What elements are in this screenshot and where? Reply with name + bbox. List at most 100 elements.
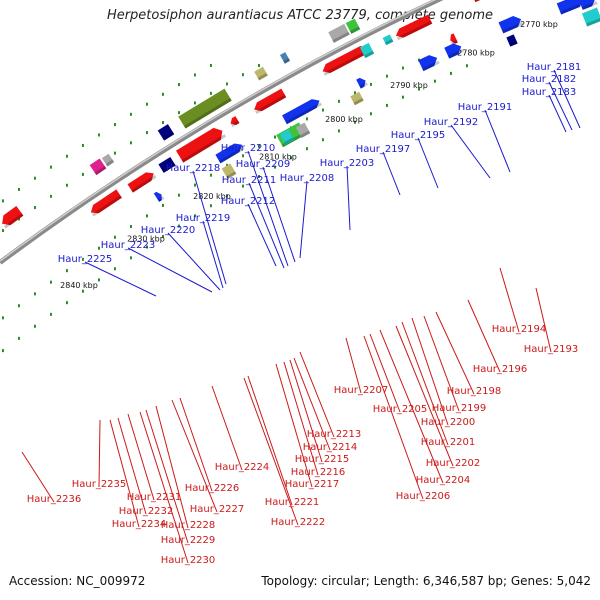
gene-feature <box>254 88 287 115</box>
gene-label[interactable]: Haur_2202 <box>426 458 481 469</box>
gene-label[interactable]: Haur_2224 <box>215 462 270 473</box>
gene-label[interactable]: Haur_2213 <box>307 429 362 440</box>
gene-label[interactable]: Haur_2191 <box>458 102 513 113</box>
gene-label[interactable]: Haur_2210 <box>221 143 276 154</box>
tick-dot <box>18 304 20 308</box>
leader-line <box>299 180 308 259</box>
gene-label[interactable]: Haur_2223 <box>101 240 156 251</box>
kbp-scale: 2770 kbp 2780 kbp 2790 kbp 2800 kbp 2810 kbp… <box>60 20 558 290</box>
gene-label[interactable]: Haur_2226 <box>185 483 240 494</box>
gene-label[interactable]: Haur_2229 <box>161 535 216 546</box>
gene-label[interactable]: Haur_2183 <box>522 87 577 98</box>
gene-label[interactable]: Haur_2181 <box>527 62 582 73</box>
gene-label[interactable]: Haur_2227 <box>190 504 245 515</box>
tick-dot <box>34 176 36 180</box>
gene-label[interactable]: Haur_2216 <box>291 467 346 478</box>
gene-label[interactable]: Haur_2182 <box>522 74 577 85</box>
backbone-line <box>0 0 444 265</box>
tick-dot <box>162 203 164 207</box>
tick-dot <box>82 144 84 148</box>
tick-dot <box>338 129 340 133</box>
gene-label[interactable]: Haur_2209 <box>236 159 291 170</box>
gene-label[interactable]: Haur_2230 <box>161 555 216 566</box>
leader-line <box>379 329 444 484</box>
gene-label[interactable]: Haur_2199 <box>432 403 487 414</box>
tick-dot <box>386 74 388 78</box>
tick-dot <box>114 123 116 127</box>
gene-label[interactable]: Haur_2206 <box>396 491 451 502</box>
kbp-label: 2790 kbp <box>390 81 428 90</box>
gene-feature <box>322 45 366 76</box>
gene-label[interactable]: Haur_2228 <box>161 520 216 531</box>
leader-line <box>248 182 285 269</box>
gene-feature <box>89 158 107 176</box>
tick-dot <box>82 257 84 261</box>
tick-dot <box>162 121 164 125</box>
gene-label[interactable]: Haur_2217 <box>285 479 340 490</box>
tick-dot <box>162 92 164 96</box>
tick-dot <box>290 156 292 160</box>
tick-dot <box>130 112 132 116</box>
tick-dot <box>34 206 36 210</box>
gene-label[interactable]: Haur_2221 <box>265 497 320 508</box>
leader-line <box>145 409 189 544</box>
gene-label[interactable]: Haur_2236 <box>27 494 82 505</box>
gene-label[interactable]: Haur_2218 <box>166 163 221 174</box>
leader-line <box>192 170 227 285</box>
tick-dot <box>82 172 84 176</box>
leader-line <box>535 287 552 353</box>
gene-label[interactable]: Haur_2198 <box>447 386 502 397</box>
gene-label[interactable]: Haur_2196 <box>473 364 528 375</box>
gene-label[interactable]: Haur_2214 <box>303 442 358 453</box>
kbp-label: 2810 kbp <box>259 152 297 161</box>
tick-dot <box>194 73 196 77</box>
gene-label[interactable]: Haur_2235 <box>72 479 127 490</box>
gene-label[interactable]: Haur_2208 <box>280 173 335 184</box>
genome-backbone <box>0 0 444 265</box>
gene-label[interactable]: Haur_2194 <box>492 324 547 335</box>
gene-label[interactable]: Haur_2234 <box>112 519 167 530</box>
leader-line <box>553 69 581 129</box>
leader-line <box>84 261 157 297</box>
gene-feature <box>450 33 458 45</box>
gene-label[interactable]: Haur_2220 <box>141 225 196 236</box>
gene-label[interactable]: Haur_2215 <box>295 454 350 465</box>
gene-label[interactable]: Haur_2203 <box>320 158 375 169</box>
gene-label[interactable]: Haur_2222 <box>271 517 326 528</box>
gene-label[interactable]: Haur_2219 <box>176 213 231 224</box>
leader-line <box>435 311 475 395</box>
tick-dot <box>66 301 68 305</box>
gene-label[interactable]: Haur_2200 <box>421 417 476 428</box>
tick-dot <box>162 234 164 238</box>
tick-dot <box>146 214 148 218</box>
gene-label[interactable]: Haur_2204 <box>416 475 471 486</box>
gene-label[interactable]: Haur_2211 <box>222 175 277 186</box>
tick-dot <box>226 82 228 86</box>
gene-label[interactable]: Haur_2232 <box>119 506 174 517</box>
gene-label[interactable]: Haur_2197 <box>356 144 411 155</box>
gene-feature <box>444 43 464 59</box>
gene-feature <box>101 153 115 167</box>
tick-dot <box>50 194 52 198</box>
gene-label[interactable]: Haur_2205 <box>373 404 428 415</box>
tick-dot <box>2 349 4 353</box>
gene-label[interactable]: Haur_2225 <box>58 254 113 265</box>
tick-dot <box>354 91 356 95</box>
tick-dot <box>242 73 244 77</box>
tick-dot <box>338 99 340 103</box>
tick-dot <box>178 83 180 87</box>
gene-label[interactable]: Haur_2207 <box>334 385 389 396</box>
gene-label[interactable]: Haur_2195 <box>391 130 446 141</box>
gene-label[interactable]: Haur_2201 <box>421 437 476 448</box>
gene-label[interactable]: Haur_2231 <box>127 492 182 503</box>
tick-dot <box>178 111 180 115</box>
gene-label[interactable]: Haur_2212 <box>221 196 276 207</box>
leader-line <box>179 397 213 492</box>
gene-feature <box>470 0 496 3</box>
gene-label[interactable]: Haur_2192 <box>424 117 479 128</box>
gene-label[interactable]: Haur_2193 <box>524 344 579 355</box>
tick-dot <box>178 193 180 197</box>
gene-feature <box>556 0 586 15</box>
tick-dot <box>210 173 212 177</box>
